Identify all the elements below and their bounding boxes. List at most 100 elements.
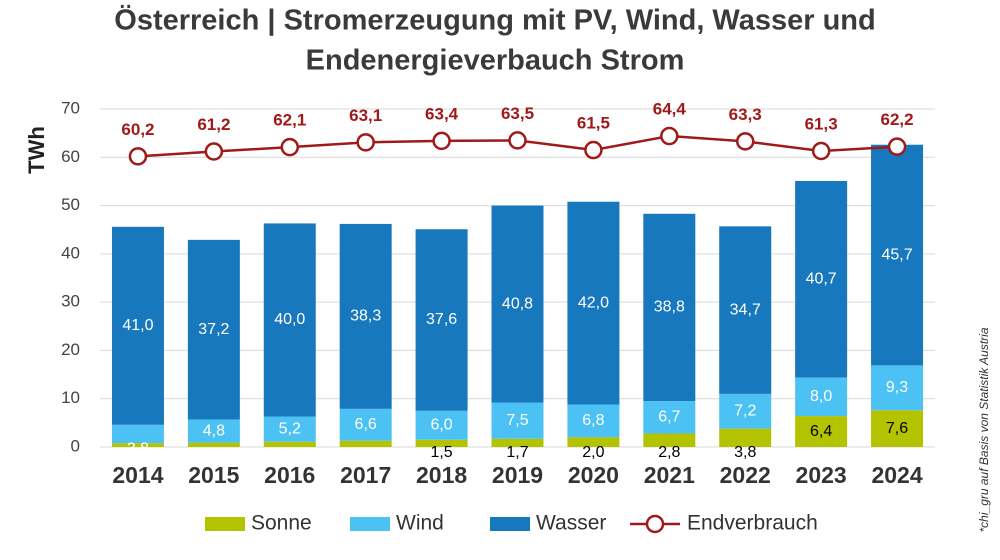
data-label: 38,8 <box>654 299 685 316</box>
line-marker <box>811 141 831 161</box>
data-label: 2,8 <box>658 444 680 461</box>
y-tick-label: 0 <box>71 436 80 455</box>
line-marker <box>660 126 679 146</box>
data-label: 1,5 <box>430 444 452 461</box>
data-label: 3,8 <box>127 440 149 457</box>
data-label: 61,3 <box>805 114 838 133</box>
data-label: 63,3 <box>729 105 762 124</box>
x-tick-label: 2022 <box>720 462 771 488</box>
data-label: 42,0 <box>578 294 609 311</box>
legend-label: Sonne <box>251 512 312 535</box>
legend-label: Wind <box>396 512 444 535</box>
bar-segment <box>567 437 620 447</box>
chart-title: Österreich | Stromerzeugung mit PV, Wind… <box>114 4 875 37</box>
y-axis-label: TWh <box>24 126 49 174</box>
bar-segment <box>719 428 772 447</box>
y-tick-label: 40 <box>61 243 80 262</box>
bar-segment <box>871 410 924 447</box>
x-tick-label: 2018 <box>416 462 467 488</box>
data-label: 40,8 <box>502 295 533 312</box>
x-tick-label: 2014 <box>112 462 163 488</box>
x-tick-label: 2023 <box>796 462 847 488</box>
line-marker <box>887 137 907 156</box>
bar-segment <box>643 213 696 402</box>
line-marker <box>128 147 148 166</box>
bar-segment <box>415 410 468 440</box>
data-label: 3,8 <box>734 444 756 461</box>
data-label: 6,6 <box>355 416 377 433</box>
legend-label: Wasser <box>536 512 606 535</box>
x-tick-label: 2015 <box>188 462 239 488</box>
data-label: 40,0 <box>274 311 305 328</box>
data-label: 61,2 <box>197 115 230 134</box>
data-label: 9,3 <box>886 379 908 396</box>
line-marker <box>356 133 375 152</box>
legend-swatch <box>350 517 390 531</box>
bar-segment <box>795 377 848 417</box>
bar-segment <box>263 441 316 447</box>
data-label: 60,2 <box>121 120 154 139</box>
bar-segment <box>643 433 696 447</box>
bar-segment <box>719 226 772 394</box>
data-label: 62,1 <box>273 111 306 130</box>
data-label: 37,2 <box>198 321 229 338</box>
bar-segment <box>491 438 544 447</box>
y-tick-label: 20 <box>61 340 80 359</box>
chart-title: Endenergieverbauch Strom <box>306 45 685 77</box>
bar-segment <box>339 408 392 441</box>
bar-segment <box>415 439 468 447</box>
bar-segment <box>871 144 924 366</box>
bar-segment <box>871 365 924 411</box>
x-tick-label: 2017 <box>340 462 391 488</box>
source-note: *chi_gru auf Basis von Statistik Austria <box>977 327 991 532</box>
data-label: 62,2 <box>880 110 913 129</box>
y-tick-label: 10 <box>61 388 80 407</box>
bar-segment <box>263 416 316 442</box>
bar-segment <box>491 402 544 439</box>
data-label: 6,8 <box>582 412 604 429</box>
bar-segment <box>187 419 240 443</box>
bar-segment <box>795 416 848 447</box>
data-label: 6,0 <box>430 416 452 433</box>
y-tick-label: 60 <box>61 147 80 166</box>
legend-swatch <box>490 517 530 531</box>
bar-segment <box>187 239 240 420</box>
data-label: 2,0 <box>582 444 604 461</box>
bar-segment <box>111 424 164 444</box>
y-tick-label: 70 <box>61 98 80 117</box>
x-tick-label: 2019 <box>492 462 543 488</box>
x-tick-label: 2020 <box>568 462 619 488</box>
data-label: 45,7 <box>881 246 912 263</box>
data-label: 63,4 <box>425 104 459 123</box>
data-label: 38,3 <box>350 308 381 325</box>
data-label: 6,4 <box>810 423 832 440</box>
y-tick-label: 30 <box>61 292 80 311</box>
data-label: 7,5 <box>506 412 528 429</box>
line-marker <box>508 131 527 150</box>
x-tick-label: 2021 <box>644 462 695 488</box>
line-marker <box>204 142 224 161</box>
legend-label: Endverbrauch <box>687 512 818 535</box>
bar-segment <box>567 201 620 405</box>
legend-swatch <box>645 514 665 534</box>
line-marker <box>735 132 755 151</box>
x-tick-label: 2016 <box>264 462 315 488</box>
bar-segment <box>643 401 696 434</box>
data-label: 4,8 <box>203 422 225 439</box>
legend-swatch <box>205 517 245 531</box>
data-label: 1,7 <box>506 444 528 461</box>
data-label: 34,7 <box>730 301 761 318</box>
data-label: 63,5 <box>501 104 534 123</box>
line-marker <box>432 131 451 151</box>
data-label: 6,7 <box>658 409 680 426</box>
data-label: 64,4 <box>653 100 687 119</box>
data-label: 41,0 <box>122 317 153 334</box>
bar-segment <box>567 404 620 438</box>
bar-segment <box>339 223 392 409</box>
x-tick-label: 2024 <box>871 462 922 488</box>
bar-segment <box>491 205 544 403</box>
bar-segment <box>111 443 164 447</box>
y-tick-label: 50 <box>61 195 80 214</box>
data-label: 61,5 <box>577 114 610 133</box>
